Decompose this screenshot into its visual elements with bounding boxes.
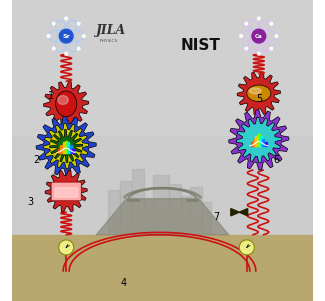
Bar bbox=[144, 199, 153, 235]
Circle shape bbox=[257, 17, 260, 20]
Polygon shape bbox=[117, 211, 208, 235]
FancyBboxPatch shape bbox=[51, 182, 81, 201]
Bar bbox=[153, 175, 169, 235]
Circle shape bbox=[65, 52, 68, 55]
Bar bbox=[63, 142, 65, 153]
Circle shape bbox=[59, 29, 73, 43]
Bar bbox=[181, 196, 189, 235]
Bar bbox=[12, 235, 313, 301]
Text: JILA: JILA bbox=[96, 23, 126, 37]
Circle shape bbox=[52, 47, 55, 50]
Polygon shape bbox=[36, 116, 96, 176]
Bar bbox=[189, 187, 202, 235]
Bar bbox=[120, 181, 131, 235]
Polygon shape bbox=[45, 170, 87, 212]
Bar bbox=[258, 134, 260, 146]
Bar bbox=[253, 139, 255, 146]
Polygon shape bbox=[44, 81, 89, 126]
Text: NIST: NIST bbox=[181, 38, 220, 53]
Bar bbox=[169, 184, 181, 235]
Bar bbox=[251, 142, 253, 146]
Bar bbox=[12, 0, 313, 235]
Ellipse shape bbox=[58, 95, 68, 104]
Polygon shape bbox=[44, 123, 89, 169]
Circle shape bbox=[77, 22, 80, 25]
Circle shape bbox=[257, 52, 260, 55]
Ellipse shape bbox=[247, 85, 271, 102]
Circle shape bbox=[245, 47, 248, 50]
Circle shape bbox=[245, 22, 248, 25]
Bar bbox=[265, 142, 267, 146]
Ellipse shape bbox=[56, 91, 77, 116]
Circle shape bbox=[270, 22, 273, 25]
Circle shape bbox=[240, 35, 242, 38]
Text: Sr: Sr bbox=[62, 34, 70, 39]
Bar bbox=[70, 145, 72, 153]
Text: 3: 3 bbox=[27, 197, 33, 207]
Bar bbox=[132, 169, 144, 235]
Circle shape bbox=[52, 22, 55, 25]
Text: 6: 6 bbox=[274, 154, 280, 165]
Bar bbox=[72, 149, 74, 153]
Circle shape bbox=[270, 47, 273, 50]
Circle shape bbox=[58, 240, 74, 255]
Bar bbox=[108, 190, 120, 235]
Text: Ca: Ca bbox=[255, 34, 263, 39]
Circle shape bbox=[47, 35, 50, 38]
Circle shape bbox=[83, 35, 85, 38]
Polygon shape bbox=[231, 209, 239, 216]
Circle shape bbox=[77, 47, 80, 50]
Circle shape bbox=[239, 240, 254, 255]
Polygon shape bbox=[50, 129, 83, 163]
Text: 4: 4 bbox=[120, 278, 126, 288]
Polygon shape bbox=[96, 199, 229, 235]
Ellipse shape bbox=[249, 88, 261, 94]
Bar bbox=[202, 202, 211, 235]
Circle shape bbox=[275, 35, 278, 38]
Polygon shape bbox=[237, 72, 280, 115]
Text: 5: 5 bbox=[256, 94, 262, 104]
Polygon shape bbox=[239, 209, 248, 216]
Bar bbox=[262, 139, 264, 146]
Text: 2: 2 bbox=[33, 154, 39, 165]
Text: PHYSICS: PHYSICS bbox=[99, 39, 118, 43]
Circle shape bbox=[65, 17, 68, 20]
Text: 1: 1 bbox=[48, 91, 54, 101]
Bar bbox=[12, 0, 313, 135]
Bar bbox=[58, 149, 60, 153]
FancyBboxPatch shape bbox=[55, 188, 78, 197]
Bar bbox=[65, 141, 67, 153]
Polygon shape bbox=[236, 117, 281, 163]
Bar bbox=[260, 136, 262, 146]
Circle shape bbox=[252, 29, 266, 43]
Text: 7: 7 bbox=[214, 212, 220, 222]
Polygon shape bbox=[229, 110, 289, 170]
Bar bbox=[255, 136, 257, 146]
Bar bbox=[60, 145, 62, 153]
Bar bbox=[67, 142, 69, 153]
